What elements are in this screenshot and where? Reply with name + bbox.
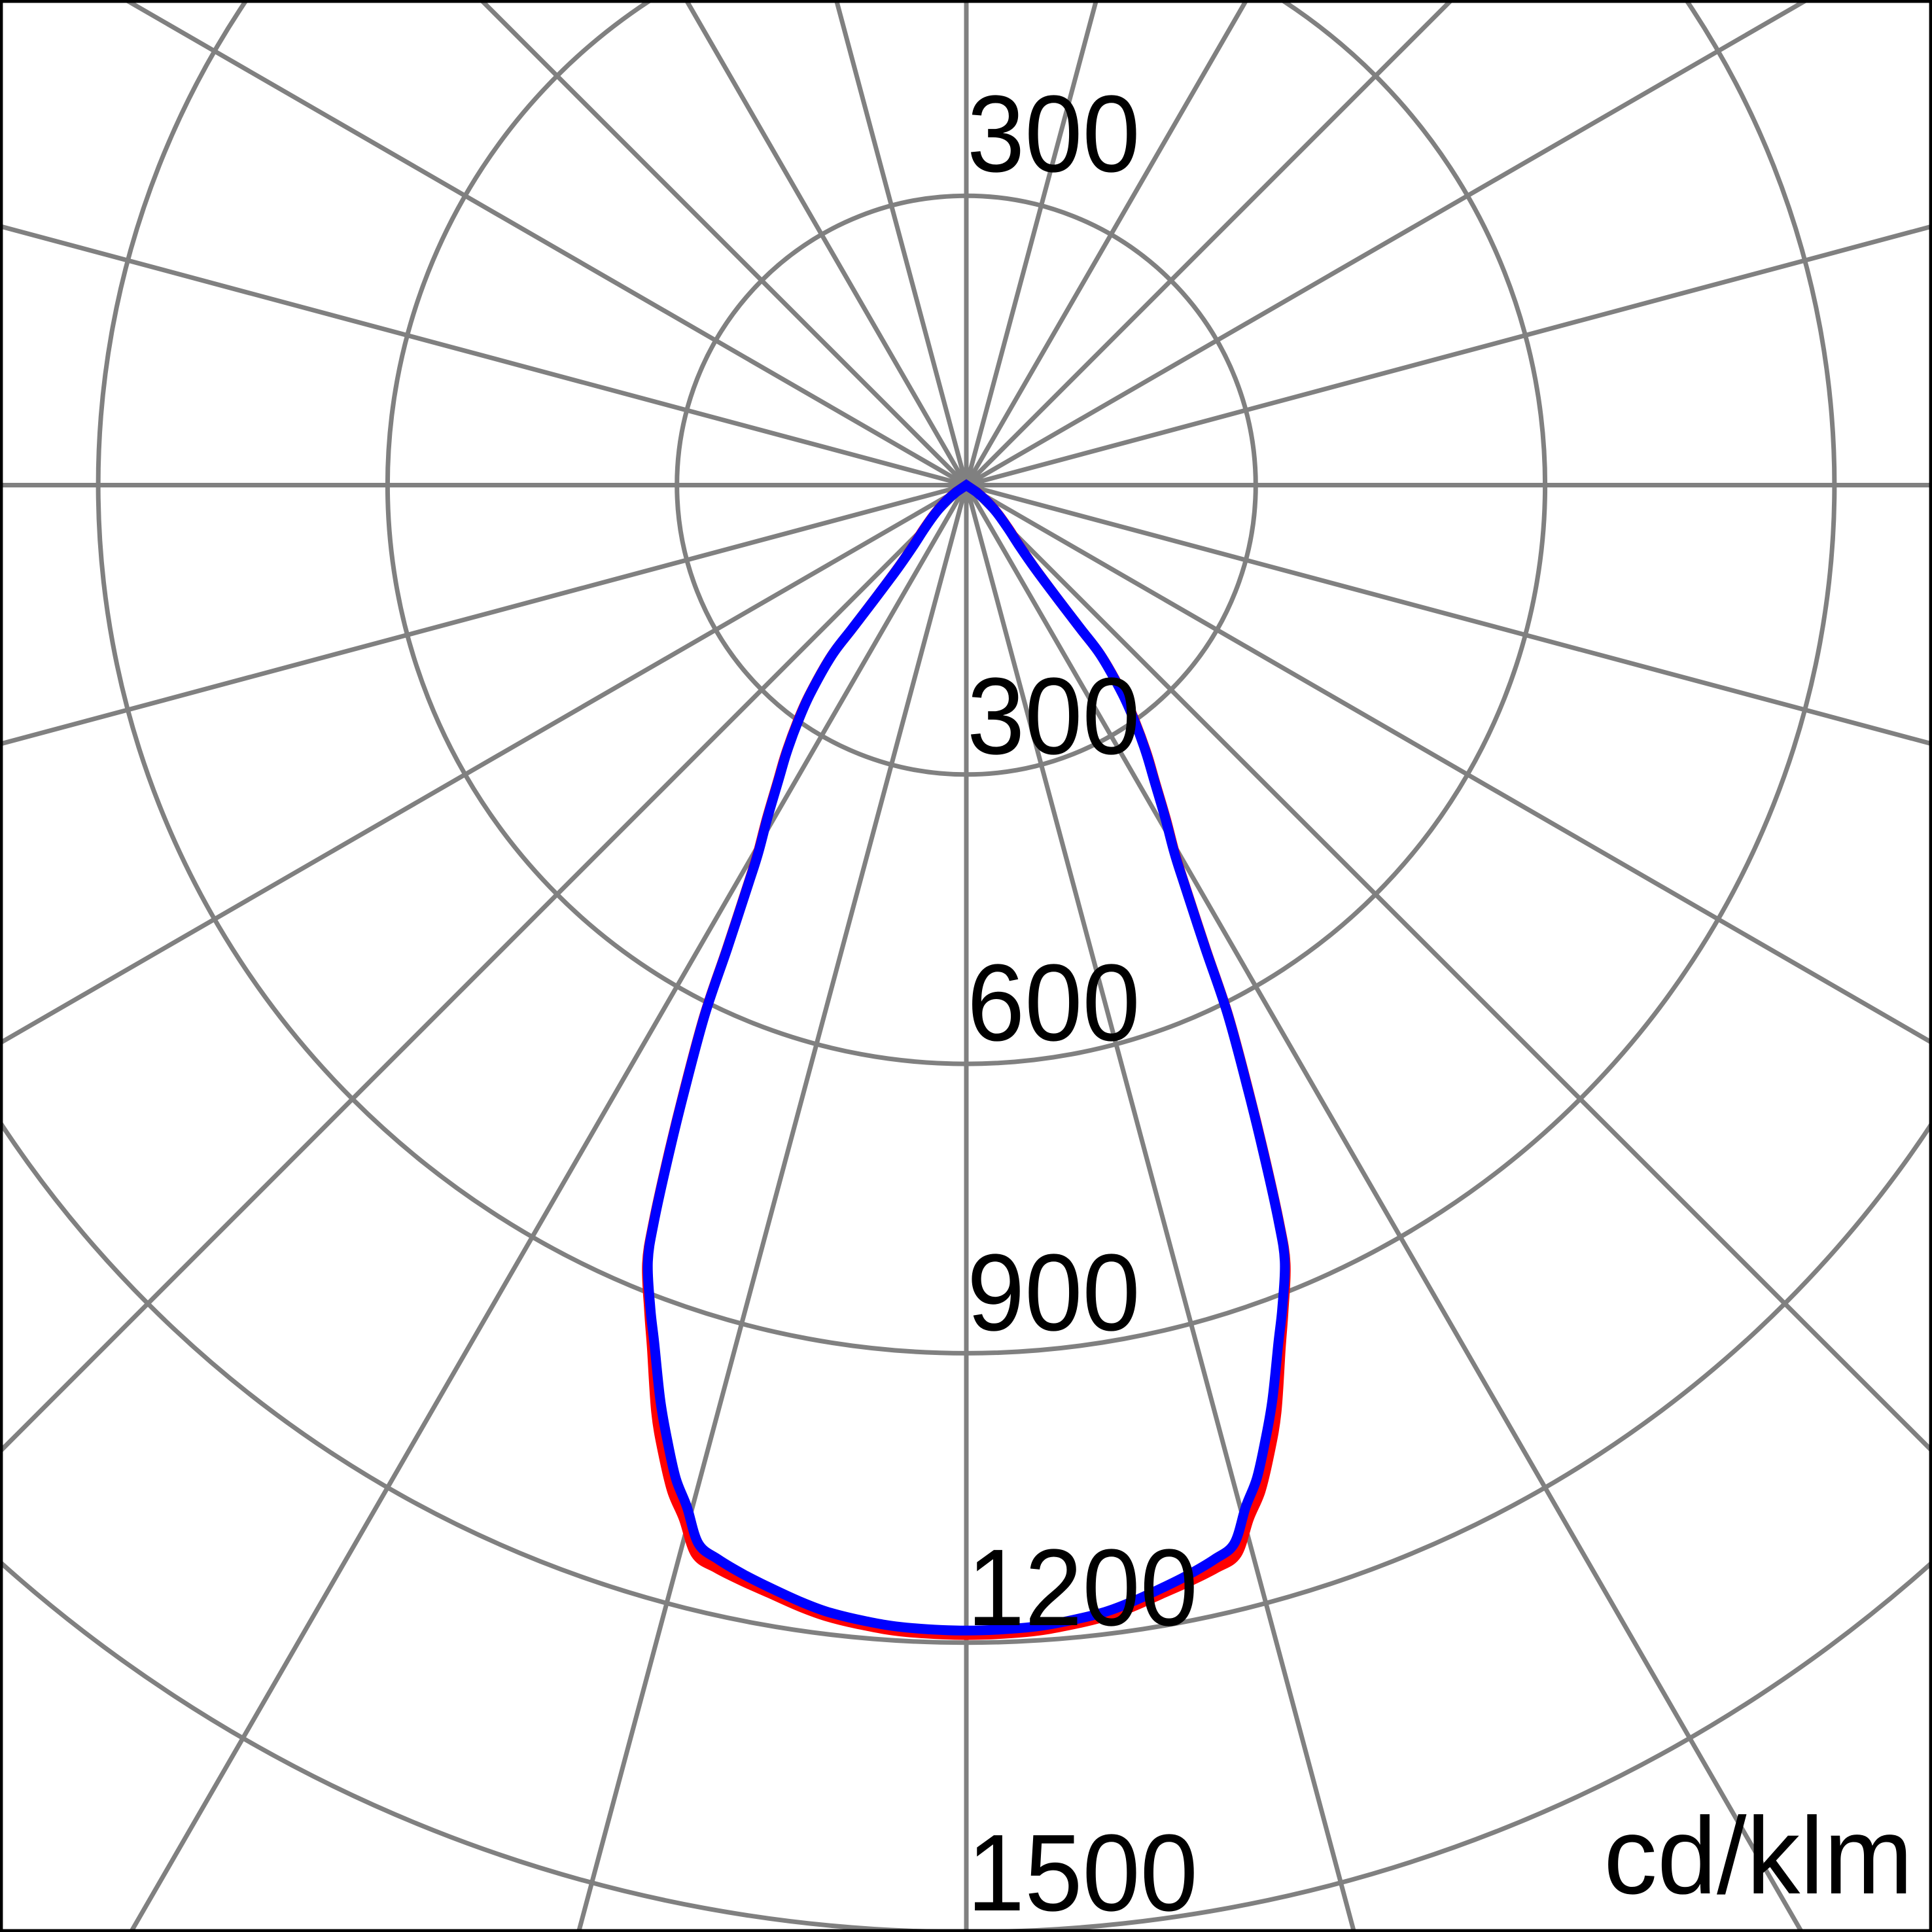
svg-text:900: 900 — [967, 1231, 1140, 1354]
svg-text:600: 600 — [967, 941, 1140, 1064]
svg-text:300: 300 — [967, 73, 1140, 195]
svg-text:300: 300 — [967, 655, 1140, 777]
svg-text:1500: 1500 — [967, 1812, 1198, 1932]
svg-text:cd/klm: cd/klm — [1604, 1795, 1913, 1918]
svg-text:1200: 1200 — [967, 1526, 1198, 1649]
